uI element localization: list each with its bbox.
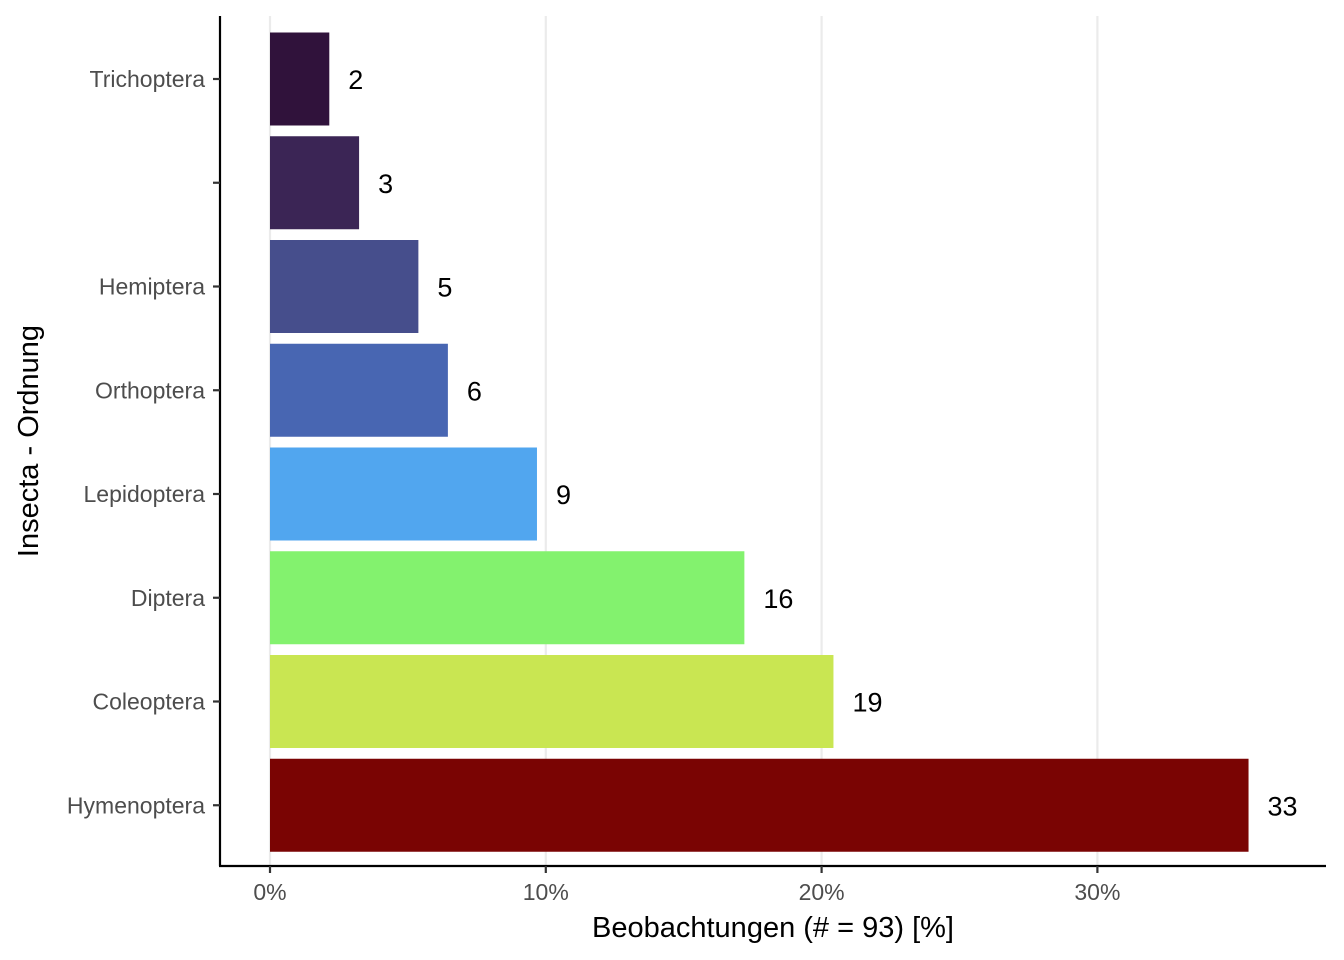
y-tick-label: Trichoptera — [90, 66, 206, 92]
bar-unlabeled — [270, 136, 360, 230]
bar-value-label: 33 — [1268, 791, 1298, 821]
y-tick-label: Lepidoptera — [84, 481, 206, 507]
x-tick-label: 10% — [523, 879, 569, 905]
y-tick-label: Orthoptera — [95, 377, 205, 403]
bar-diptera — [270, 551, 745, 645]
x-tick-label: 20% — [799, 879, 845, 905]
x-axis-title: Beobachtungen (# = 93) [%] — [592, 912, 954, 944]
bar-coleoptera — [270, 655, 834, 748]
y-tick-label: Diptera — [131, 585, 205, 611]
x-tick-label: 30% — [1074, 879, 1120, 905]
y-axis-title: Insecta - Ordnung — [13, 325, 45, 557]
bar-value-labels: 2 3 5 6 9 16 19 33 — [348, 65, 1297, 821]
bar-value-label: 2 — [348, 65, 363, 95]
bar-value-label: 9 — [556, 480, 571, 510]
bar-value-label: 19 — [852, 688, 882, 718]
bar-value-label: 3 — [378, 169, 393, 199]
bars — [270, 32, 1249, 852]
y-tick-label: Coleoptera — [92, 689, 205, 715]
x-tick-label: 0% — [253, 879, 286, 905]
bar-value-label: 6 — [467, 376, 482, 406]
bar-lepidoptera — [270, 447, 537, 541]
bar-trichoptera — [270, 32, 330, 126]
axes: Trichoptera Hemiptera Orthoptera Lepidopter… — [67, 16, 1326, 905]
y-tick-label: Hymenoptera — [67, 792, 205, 818]
bar-value-label: 5 — [437, 273, 452, 303]
bar-value-label: 16 — [763, 584, 793, 614]
bar-hemiptera — [270, 240, 419, 333]
bar-orthoptera — [270, 343, 448, 437]
bar-hymenoptera — [270, 758, 1249, 852]
y-tick-label: Hemiptera — [99, 274, 205, 300]
